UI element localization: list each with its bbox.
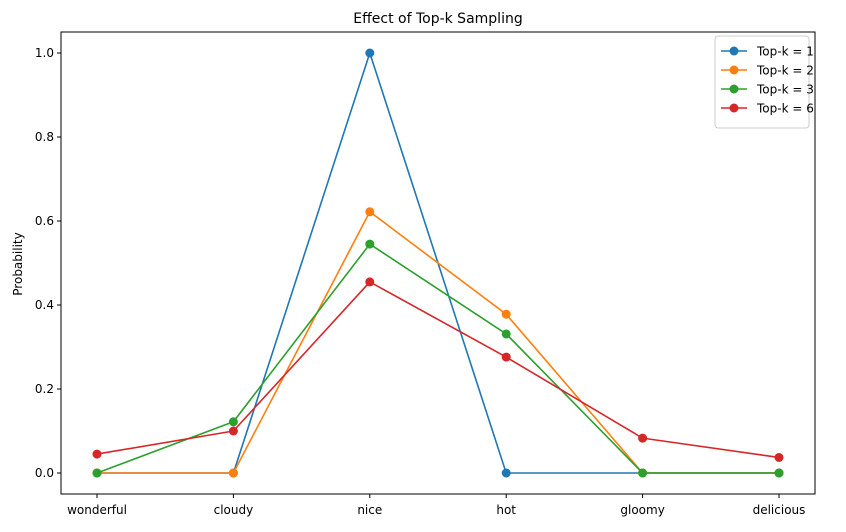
data-point bbox=[365, 277, 375, 287]
series-line bbox=[96, 243, 779, 474]
x-tick-label: wonderful bbox=[67, 503, 127, 517]
legend-item: Top-k = 1 bbox=[721, 45, 814, 59]
y-tick-label: 0.6 bbox=[35, 214, 54, 228]
data-point bbox=[501, 352, 511, 362]
x-tick-label: nice bbox=[357, 503, 382, 517]
data-point bbox=[228, 468, 238, 478]
data-point bbox=[501, 468, 511, 478]
data-point bbox=[638, 433, 648, 443]
y-axis-label: Probability bbox=[11, 232, 25, 295]
series-layer bbox=[92, 48, 784, 478]
legend-label: Top-k = 1 bbox=[756, 45, 814, 59]
y-tick-label: 0.8 bbox=[35, 130, 54, 144]
plot-frame bbox=[60, 31, 816, 495]
legend-marker-icon bbox=[729, 65, 739, 75]
y-tick-label: 0.2 bbox=[35, 382, 54, 396]
x-tick-label: gloomy bbox=[620, 503, 664, 517]
data-point bbox=[774, 468, 784, 478]
x-axis: wonderful cloudy nice hot gloomy delicious bbox=[67, 494, 805, 517]
data-point bbox=[638, 468, 648, 478]
data-point bbox=[365, 48, 375, 58]
y-tick-label: 0.4 bbox=[35, 298, 54, 312]
series-3 bbox=[92, 239, 784, 478]
legend-marker-icon bbox=[729, 103, 739, 113]
legend-label: Top-k = 6 bbox=[756, 102, 814, 116]
chart-title: Effect of Top-k Sampling bbox=[353, 11, 522, 27]
data-point bbox=[228, 426, 238, 436]
legend-item: Top-k = 3 bbox=[721, 83, 814, 97]
x-tick-label: delicious bbox=[753, 503, 806, 517]
data-point bbox=[228, 417, 238, 427]
legend-marker-icon bbox=[729, 84, 739, 94]
data-point bbox=[92, 468, 102, 478]
legend-frame bbox=[714, 35, 810, 129]
data-point bbox=[501, 329, 511, 339]
data-point bbox=[774, 452, 784, 462]
legend: Top-k = 1 Top-k = 2 Top-k = 3 Top-k = 6 bbox=[714, 35, 814, 129]
y-tick-label: 0.0 bbox=[35, 466, 54, 480]
data-point bbox=[92, 449, 102, 459]
y-tick-label: 1.0 bbox=[35, 46, 54, 60]
y-axis: 0.0 0.2 0.4 0.6 0.8 1.0 bbox=[35, 46, 61, 480]
legend-label: Top-k = 3 bbox=[756, 83, 814, 97]
series-line bbox=[96, 281, 780, 459]
data-point bbox=[501, 309, 511, 319]
legend-marker-icon bbox=[729, 46, 739, 56]
x-tick-label: cloudy bbox=[214, 503, 254, 517]
legend-label: Top-k = 2 bbox=[756, 64, 814, 78]
series-4 bbox=[92, 277, 784, 462]
data-point bbox=[365, 207, 375, 217]
data-point bbox=[365, 239, 375, 249]
x-tick-label: hot bbox=[496, 503, 516, 517]
legend-item: Top-k = 6 bbox=[721, 102, 814, 116]
legend-item: Top-k = 2 bbox=[721, 64, 814, 78]
